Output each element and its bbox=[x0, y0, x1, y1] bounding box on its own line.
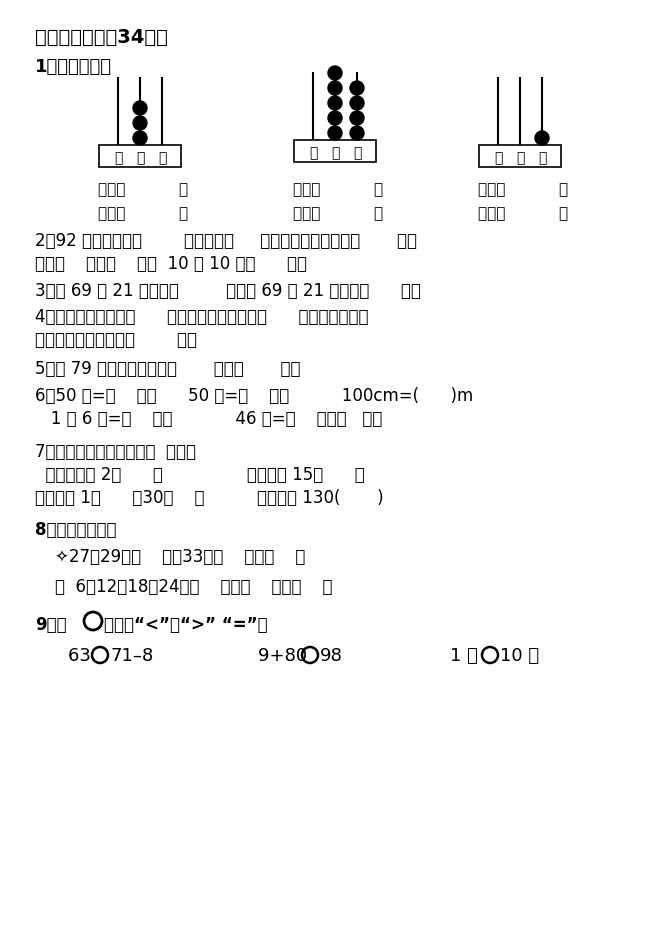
Circle shape bbox=[328, 112, 342, 126]
Circle shape bbox=[133, 132, 147, 145]
Text: 1 元 6 角=（    ）角            46 角=（    ）元（   ）角: 1 元 6 角=（ ）角 46 角=（ ）元（ ）角 bbox=[35, 410, 382, 428]
Text: 6、50 角=（    ）元      50 分=（    ）角          100cm=(      )m: 6、50 角=（ ）元 50 分=（ ）角 100cm=( )m bbox=[35, 387, 473, 405]
Text: 里填上“<”、“>” “=”。: 里填上“<”、“>” “=”。 bbox=[104, 615, 267, 633]
Text: 数比最大的一位数多（        ）。: 数比最大的一位数多（ ）。 bbox=[35, 330, 197, 348]
Circle shape bbox=[328, 82, 342, 96]
Text: 百: 百 bbox=[114, 151, 122, 165]
Bar bbox=[479, 145, 561, 168]
Text: 8、按规律填一填: 8、按规律填一填 bbox=[35, 520, 116, 538]
Text: 1 元: 1 元 bbox=[450, 647, 478, 665]
Text: ✧27、29、（    ）、33、（    ）、（    ）: ✧27、29、（ ）、33、（ ）、（ ） bbox=[55, 548, 305, 565]
Text: 9、在: 9、在 bbox=[35, 615, 66, 633]
Circle shape bbox=[350, 126, 364, 141]
Text: 教室门高约 2（      ）                铅笔长约 15（      ）: 教室门高约 2（ ） 铅笔长约 15（ ） bbox=[35, 465, 364, 483]
Text: 71–8: 71–8 bbox=[110, 647, 153, 665]
Circle shape bbox=[133, 117, 147, 131]
Circle shape bbox=[350, 112, 364, 126]
Text: 读作（           ）: 读作（ ） bbox=[98, 206, 188, 221]
Text: 写作（           ）: 写作（ ） bbox=[478, 182, 568, 196]
Text: 98: 98 bbox=[320, 647, 343, 665]
Text: 十: 十 bbox=[136, 151, 144, 165]
Text: 十: 十 bbox=[516, 151, 524, 165]
Text: 2、92 十位上数是（        ），表示（     ）个十，个位上数是（       ），: 2、92 十位上数是（ ），表示（ ）个十，个位上数是（ ）， bbox=[35, 232, 417, 250]
Text: 写作（           ）: 写作（ ） bbox=[98, 182, 188, 196]
Circle shape bbox=[328, 126, 342, 141]
Text: 1、看图写数。: 1、看图写数。 bbox=[35, 58, 112, 76]
Text: 一、填一填。（34分）: 一、填一填。（34分） bbox=[35, 28, 168, 47]
Text: 读作（           ）: 读作（ ） bbox=[478, 206, 568, 221]
Text: 表示（    ）个（    ）。  10 个 10 是（      ）。: 表示（ ）个（ ）。 10 个 10 是（ ）。 bbox=[35, 255, 307, 273]
Text: 4、最大的两位数是（      ），最大的一位数是（      ），最大的两位: 4、最大的两位数是（ ），最大的一位数是（ ），最大的两位 bbox=[35, 308, 368, 326]
Text: 个: 个 bbox=[353, 145, 361, 160]
Text: 63: 63 bbox=[68, 647, 96, 665]
Text: 十: 十 bbox=[331, 145, 339, 160]
Circle shape bbox=[535, 132, 549, 145]
Text: 10 角: 10 角 bbox=[500, 647, 539, 665]
Text: 百: 百 bbox=[309, 145, 317, 160]
Text: 小红身高 1（      ）30（    ）          小明身高 130(       ): 小红身高 1（ ）30（ ） 小明身高 130( ) bbox=[35, 488, 384, 507]
Text: 个: 个 bbox=[158, 151, 166, 165]
Text: 个: 个 bbox=[538, 151, 546, 165]
Circle shape bbox=[350, 82, 364, 96]
Circle shape bbox=[328, 97, 342, 110]
Circle shape bbox=[350, 97, 364, 110]
Text: 7、选择合适的单位填在（  ）里。: 7、选择合适的单位填在（ ）里。 bbox=[35, 443, 196, 461]
Circle shape bbox=[133, 102, 147, 116]
Text: 5、和 79 相邻的两个数是（       ）和（       ）。: 5、和 79 相邻的两个数是（ ）和（ ）。 bbox=[35, 360, 301, 378]
Text: 9+80: 9+80 bbox=[258, 647, 313, 665]
Text: 3、比 69 多 21 的数是（         ），比 69 少 21 的数是（      ）。: 3、比 69 多 21 的数是（ ），比 69 少 21 的数是（ ）。 bbox=[35, 281, 421, 299]
Text: 读作（           ）: 读作（ ） bbox=[293, 206, 383, 221]
Text: 百: 百 bbox=[494, 151, 502, 165]
Circle shape bbox=[328, 67, 342, 81]
Text: 写作（           ）: 写作（ ） bbox=[293, 182, 383, 196]
Bar bbox=[99, 145, 181, 168]
Bar bbox=[294, 141, 376, 162]
Text: ✨  6、12、18、24、（    ）、（    ）、（    ）: ✨ 6、12、18、24、（ ）、（ ）、（ ） bbox=[55, 578, 332, 596]
